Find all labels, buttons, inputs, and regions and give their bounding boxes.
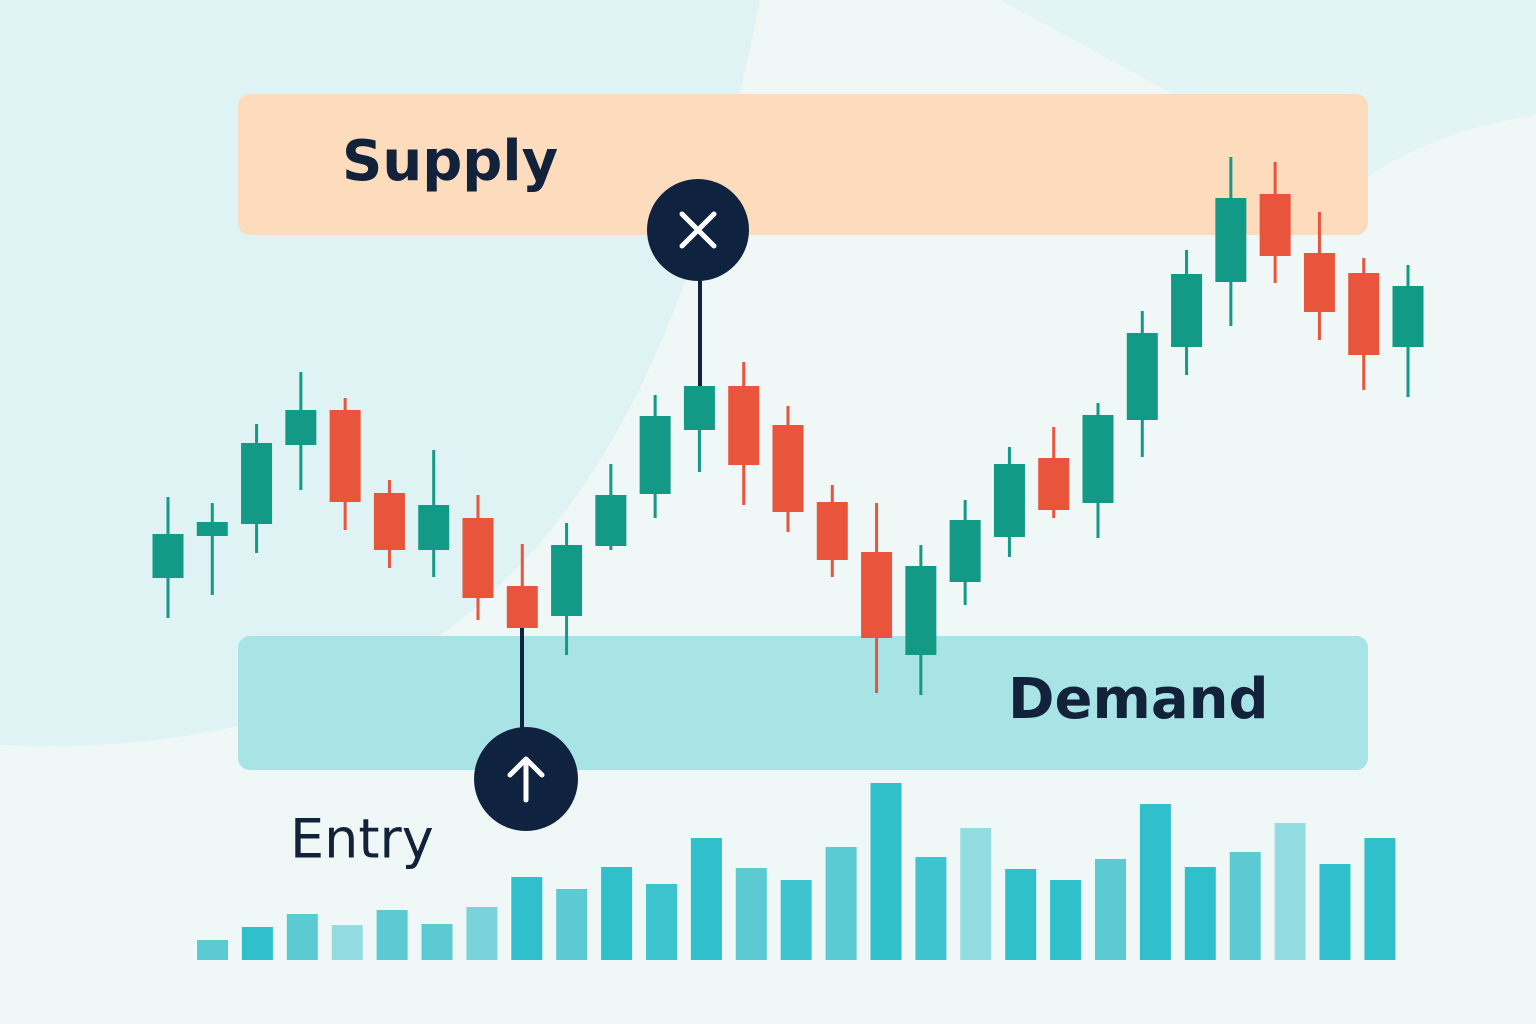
volume-bar [780,880,812,960]
volume-bar [870,783,902,960]
zone-label: Supply [342,129,558,194]
candle-body [462,518,494,598]
entry-label: Entry [290,808,434,871]
candle-body [772,425,804,512]
volume-bar [286,914,318,960]
volume-bar [197,940,228,960]
candle-body [241,443,273,524]
volume-bar [601,867,633,960]
candle-body [683,386,715,430]
volume-bar [421,924,453,960]
volume-bar [1319,864,1351,960]
volume-bar [960,828,992,960]
candle-body [551,545,583,616]
volume-bar [1229,852,1261,960]
exit-icon [679,211,717,249]
candle-body [1038,458,1070,510]
volume-bar [825,847,857,960]
candle-body [949,520,981,582]
volume-bar [1005,869,1037,960]
candle-body [1348,273,1380,355]
candle-body [1082,415,1114,503]
zone [238,94,1368,235]
volume-bar [735,868,767,960]
candle-body [639,416,671,494]
volume-bar [1364,838,1396,960]
candle-body [595,495,627,546]
candle-body [816,502,848,560]
candle-body [196,522,228,536]
volume-bar [1139,804,1171,960]
volume-bar [241,927,273,960]
volume-bar [376,910,408,960]
candle-body [1215,198,1247,282]
volume-bar [466,907,498,960]
background-shape [0,0,1536,190]
volume-bar [690,838,722,960]
candle-body [373,493,405,550]
candle-body [1126,333,1158,420]
candle-body [285,410,317,445]
candle-body [728,386,760,465]
candle-body [1392,286,1424,347]
candle-body [905,566,937,655]
candle-body [152,534,184,578]
candle-body [1259,194,1291,256]
volume-bar [331,925,363,960]
volume-bar [915,857,947,960]
candle-body [1303,253,1335,312]
volume-bar [511,877,543,960]
entry-icon [507,756,545,803]
volume-bar [1095,859,1126,960]
volume-bar [556,889,588,960]
volume-bar [1184,867,1216,960]
volume-bar [1050,880,1082,960]
candle-body [418,505,450,550]
candle-body [329,410,361,502]
candle-body [506,586,538,628]
volume-bar [646,884,677,960]
candle-body [993,464,1025,537]
candle-body [1171,274,1203,347]
candle-body [861,552,893,638]
zone-label: Demand [1008,667,1269,732]
volume-bar [1274,823,1306,960]
